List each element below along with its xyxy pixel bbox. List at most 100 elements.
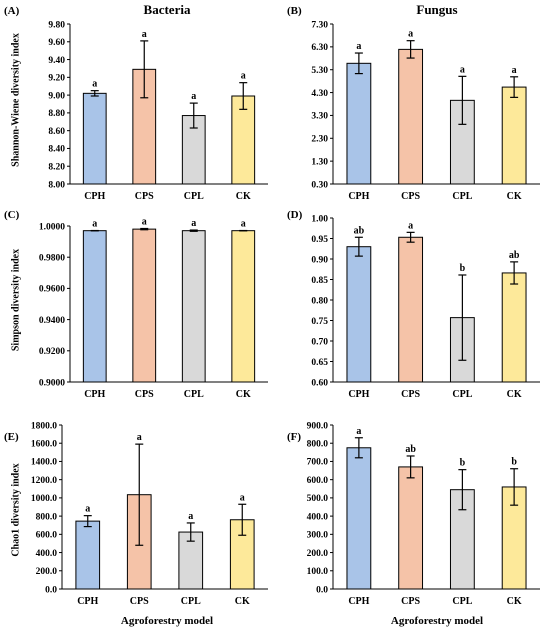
y-tick-label: 300.0	[307, 531, 329, 541]
x-tick-label-cps: CPS	[135, 191, 154, 202]
significance-label-cps: ab	[405, 444, 416, 455]
y-tick-label: 600.0	[36, 531, 58, 541]
y-tick-label: 100.0	[307, 567, 329, 577]
x-tick-label-cpl: CPL	[181, 596, 201, 607]
y-tick-label: 800.0	[36, 512, 58, 522]
x-axis-label-left: Agroforestry model	[121, 615, 213, 627]
y-tick-label: 0.0	[45, 585, 57, 595]
significance-label-cpl: a	[460, 64, 465, 75]
y-tick-label: 0.80	[311, 296, 328, 306]
significance-label-ck: a	[240, 492, 245, 503]
bar-cps	[398, 48, 424, 185]
significance-label-cph: a	[85, 504, 90, 515]
x-tick-label-cph: CPH	[84, 191, 105, 202]
y-tick-label: 0.9600	[39, 285, 65, 295]
significance-label-cph: a	[356, 41, 361, 52]
x-tick-label-cph: CPH	[77, 596, 98, 607]
y-tick-label: 1.30	[311, 157, 328, 167]
y-tick-label: 500.0	[307, 494, 329, 504]
x-tick-label-cps: CPS	[401, 191, 420, 202]
y-tick-label: 1.00	[311, 214, 328, 224]
y-tick-label: 1.0000	[39, 222, 65, 232]
significance-label-ck: a	[241, 219, 246, 230]
panel-label: (A)	[4, 5, 20, 17]
significance-label-cph: a	[92, 219, 97, 230]
y-tick-label: 200.0	[36, 567, 58, 577]
significance-label-cps: a	[137, 432, 142, 443]
y-tick-label: 3.30	[311, 112, 328, 122]
y-tick-label: 1600.0	[31, 440, 57, 450]
panel-e: (E) Chao1 diversity index 0.0 200.0 400.0 600…	[4, 421, 268, 607]
significance-label-cpl: a	[191, 91, 196, 102]
y-tick-label: 9.60	[48, 38, 65, 48]
panel-label: (F)	[287, 431, 301, 443]
bacteria-title: Bacteria	[144, 2, 191, 17]
x-tick-label-cps: CPS	[135, 389, 154, 400]
y-tick-label: 9.00	[48, 91, 65, 101]
y-tick-label: 1000.0	[31, 494, 57, 504]
panel-label: (C)	[4, 209, 20, 221]
y-tick-label: 0.65	[311, 358, 328, 368]
significance-label-ck: ab	[509, 250, 520, 261]
x-tick-label-cpl: CPL	[452, 191, 472, 202]
x-tick-label-cpl: CPL	[452, 389, 472, 400]
y-tick-label: 8.20	[48, 163, 65, 173]
y-tick-label: 7.30	[311, 20, 328, 30]
y-tick-label: 8.60	[48, 127, 65, 137]
x-tick-label-cpl: CPL	[184, 389, 204, 400]
fungus-title: Fungus	[416, 2, 457, 17]
significance-label-ck: a	[512, 65, 517, 76]
x-tick-label-cph: CPH	[348, 389, 369, 400]
y-tick-label: 0.9400	[39, 316, 65, 326]
y-tick-label: 0.9000	[39, 378, 65, 388]
y-tick-label: 8.40	[48, 145, 65, 155]
bar-cph	[75, 520, 101, 590]
panel-a: (A) Shannon-Wiene diversity index 8.00 8.20…	[4, 5, 268, 202]
x-tick-label-cps: CPS	[130, 596, 149, 607]
x-tick-label-cps: CPS	[401, 596, 420, 607]
significance-label-cps: a	[142, 29, 147, 40]
bar-cph	[82, 230, 107, 383]
y-tick-label: 9.20	[48, 74, 65, 84]
y-tick-label: 8.80	[48, 109, 65, 119]
significance-label-ck: b	[511, 457, 517, 468]
panel-label: (E)	[4, 431, 19, 443]
y-tick-label: 400.0	[307, 512, 329, 522]
significance-label-cps: a	[142, 216, 147, 227]
y-tick-label: 0.95	[311, 235, 328, 245]
significance-label-cph: ab	[354, 225, 365, 236]
y-tick-label: 0.60	[311, 378, 328, 388]
x-tick-label-cpl: CPL	[184, 191, 204, 202]
y-tick-label: 0.9800	[39, 254, 65, 264]
y-tick-label: 1800.0	[31, 421, 57, 431]
y-tick-label: 600.0	[307, 476, 329, 486]
significance-label-cps: a	[408, 220, 413, 231]
x-tick-label-ck: CK	[235, 596, 250, 607]
bar-cps	[398, 466, 424, 590]
y-tick-label: 0.30	[311, 180, 328, 190]
significance-label-cps: a	[408, 29, 413, 40]
x-tick-label-cps: CPS	[401, 389, 420, 400]
significance-label-cpl: b	[460, 458, 466, 469]
panel-label: (B)	[287, 5, 302, 17]
y-tick-label: 0.9200	[39, 347, 65, 357]
y-tick-label: 800.0	[307, 440, 329, 450]
significance-label-cpl: b	[460, 263, 466, 274]
y-tick-label: 5.30	[311, 66, 328, 76]
significance-label-cph: a	[356, 426, 361, 437]
panel-d: (D) 0.60 0.65 0.70 0.75 0.80 0.85 0.90 0.95 1.00 a…	[287, 209, 540, 400]
x-tick-label-cph: CPH	[348, 191, 369, 202]
y-tick-label: 0.0	[316, 585, 328, 595]
bar-cpl	[181, 230, 206, 383]
y-tick-label: 0.75	[311, 317, 328, 327]
panel-f: (F) 0.0 100.0 200.0 300.0 400.0 500.0 600.0 700.…	[287, 421, 540, 607]
bar-cps	[132, 228, 157, 383]
y-tick-label: 9.80	[48, 20, 65, 30]
bar-ck	[231, 230, 256, 383]
y-tick-label: 1200.0	[31, 476, 57, 486]
y-tick-label: 6.30	[311, 43, 328, 53]
bar-cph	[346, 62, 372, 185]
bar-ck	[501, 272, 527, 383]
y-tick-label: 0.90	[311, 255, 328, 265]
